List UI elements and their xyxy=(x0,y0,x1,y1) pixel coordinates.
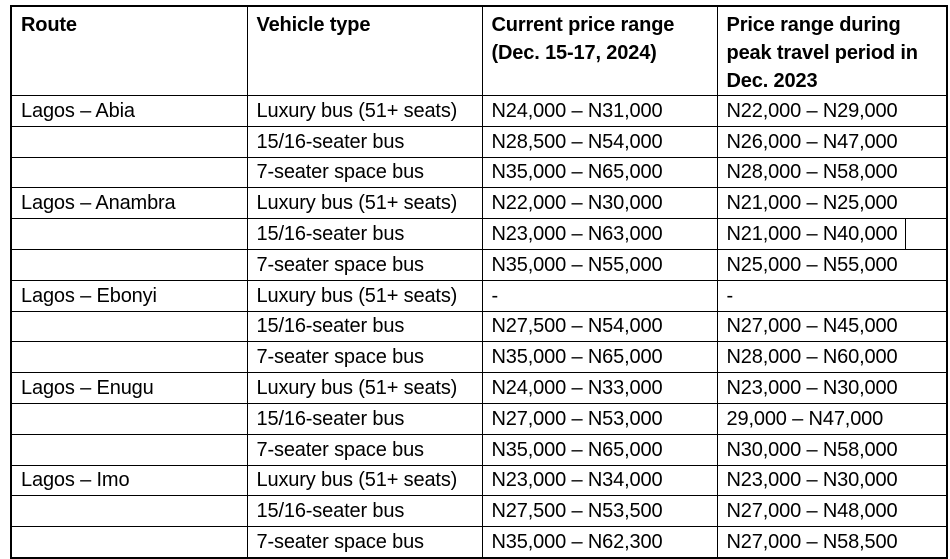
cell-current: N27,500 – N54,000 xyxy=(481,310,718,343)
cell-current: N24,000 – N33,000 xyxy=(481,372,718,404)
cell-route: Lagos – Enugu xyxy=(10,372,248,404)
cell-current: N35,000 – N62,300 xyxy=(481,526,718,559)
table-row: Lagos – Enugu Luxury bus (51+ seats) N24,0… xyxy=(10,372,948,404)
cell-vehicle: 15/16-seater bus xyxy=(246,125,483,158)
table-row: 7-seater space bus N35,000 – N65,000 N30,0… xyxy=(10,433,948,466)
cell-vehicle: 15/16-seater bus xyxy=(246,495,483,528)
cell-vehicle: 7-seater space bus xyxy=(246,433,483,466)
cell-current: N35,000 – N55,000 xyxy=(481,248,718,281)
table-row: Lagos – Abia Luxury bus (51+ seats) N24,00… xyxy=(10,95,948,127)
cell-peak: N25,000 – N55,000 xyxy=(716,248,948,281)
cell-current: N23,000 – N63,000 xyxy=(481,218,718,250)
cell-route: Lagos – Ebonyi xyxy=(10,279,248,312)
col-header-route: Route xyxy=(10,5,248,96)
col-header-peak-2023-price: Price range during peak travel period in… xyxy=(716,5,948,96)
cell-current: N35,000 – N65,000 xyxy=(481,341,718,374)
cell-route xyxy=(10,248,248,281)
table-row: 7-seater space bus N35,000 – N65,000 N28,0… xyxy=(10,156,948,189)
col-header-current-price: Current price range (Dec. 15-17, 2024) xyxy=(481,5,718,96)
cell-peak: N21,000 – N25,000 xyxy=(716,187,948,220)
table-body: Lagos – Abia Luxury bus (51+ seats) N24,00… xyxy=(10,95,948,559)
document-page: Route Vehicle type Current price range (… xyxy=(10,5,948,559)
cell-peak: N28,000 – N60,000 xyxy=(716,341,948,374)
cell-peak: N23,000 – N30,000 xyxy=(716,372,948,404)
cell-current: N27,000 – N53,000 xyxy=(481,402,718,435)
cell-current: - xyxy=(481,279,718,312)
cell-peak: N27,000 – N45,000 xyxy=(716,310,948,343)
cell-peak: N23,000 – N30,000 xyxy=(716,464,948,497)
cell-current: N35,000 – N65,000 xyxy=(481,156,718,189)
col-header-vehicle: Vehicle type xyxy=(246,5,483,96)
cell-peak: N28,000 – N58,000 xyxy=(716,156,948,189)
cell-vehicle: Luxury bus (51+ seats) xyxy=(246,279,483,312)
cell-route xyxy=(10,341,248,374)
cell-peak: 29,000 – N47,000 xyxy=(716,402,948,435)
cell-current: N23,000 – N34,000 xyxy=(481,464,718,497)
cell-current: N35,000 – N65,000 xyxy=(481,433,718,466)
table-row: 15/16-seater bus N23,000 – N63,000 N21,000… xyxy=(10,218,948,250)
cell-peak: N21,000 – N40,000 xyxy=(716,218,948,250)
cell-current: N22,000 – N30,000 xyxy=(481,187,718,220)
cell-vehicle: Luxury bus (51+ seats) xyxy=(246,464,483,497)
cell-peak: N26,000 – N47,000 xyxy=(716,125,948,158)
cell-vehicle: 15/16-seater bus xyxy=(246,218,483,250)
cell-current: N27,500 – N53,500 xyxy=(481,495,718,528)
table-row: 7-seater space bus N35,000 – N62,300 N27,0… xyxy=(10,526,948,559)
table-row: 15/16-seater bus N27,500 – N54,000 N27,000… xyxy=(10,310,948,343)
cell-vehicle: 7-seater space bus xyxy=(246,156,483,189)
table-row: 15/16-seater bus N28,500 – N54,000 N26,000… xyxy=(10,125,948,158)
cell-route: Lagos – Abia xyxy=(10,95,248,127)
cell-vehicle: 15/16-seater bus xyxy=(246,310,483,343)
table-row: Lagos – Ebonyi Luxury bus (51+ seats) - - xyxy=(10,279,948,312)
cell-route: Lagos – Anambra xyxy=(10,187,248,220)
cell-vehicle: 7-seater space bus xyxy=(246,341,483,374)
cell-route xyxy=(10,156,248,189)
cell-current: N24,000 – N31,000 xyxy=(481,95,718,127)
cell-vehicle: Luxury bus (51+ seats) xyxy=(246,95,483,127)
cell-route xyxy=(10,218,248,250)
bus-price-table: Route Vehicle type Current price range (… xyxy=(10,5,948,559)
table-row: 15/16-seater bus N27,000 – N53,000 29,000 … xyxy=(10,402,948,435)
cell-peak: N27,000 – N58,500 xyxy=(716,526,948,559)
cell-route xyxy=(10,495,248,528)
cell-peak: N22,000 – N29,000 xyxy=(716,95,948,127)
cell-vehicle: 15/16-seater bus xyxy=(246,402,483,435)
cell-route: Lagos – Imo xyxy=(10,464,248,497)
cell-route xyxy=(10,310,248,343)
table-row: 15/16-seater bus N27,500 – N53,500 N27,000… xyxy=(10,495,948,528)
cell-vehicle: 7-seater space bus xyxy=(246,248,483,281)
cell-vehicle: Luxury bus (51+ seats) xyxy=(246,372,483,404)
cell-route xyxy=(10,526,248,559)
header-row: Route Vehicle type Current price range (… xyxy=(10,5,948,96)
cell-peak: N30,000 – N58,000 xyxy=(716,433,948,466)
cell-vehicle: 7-seater space bus xyxy=(246,526,483,559)
table-row: Lagos – Anambra Luxury bus (51+ seats) N22… xyxy=(10,187,948,220)
table-row: 7-seater space bus N35,000 – N65,000 N28,0… xyxy=(10,341,948,374)
cell-route xyxy=(10,433,248,466)
cell-route xyxy=(10,125,248,158)
cell-current: N28,500 – N54,000 xyxy=(481,125,718,158)
cell-route xyxy=(10,402,248,435)
cell-peak: - xyxy=(716,279,948,312)
table-row: Lagos – Imo Luxury bus (51+ seats) N23,000… xyxy=(10,464,948,497)
cell-vehicle: Luxury bus (51+ seats) xyxy=(246,187,483,220)
table-row: 7-seater space bus N35,000 – N55,000 N25,0… xyxy=(10,248,948,281)
cell-peak: N27,000 – N48,000 xyxy=(716,495,948,528)
text-cursor-artifact xyxy=(904,219,906,249)
